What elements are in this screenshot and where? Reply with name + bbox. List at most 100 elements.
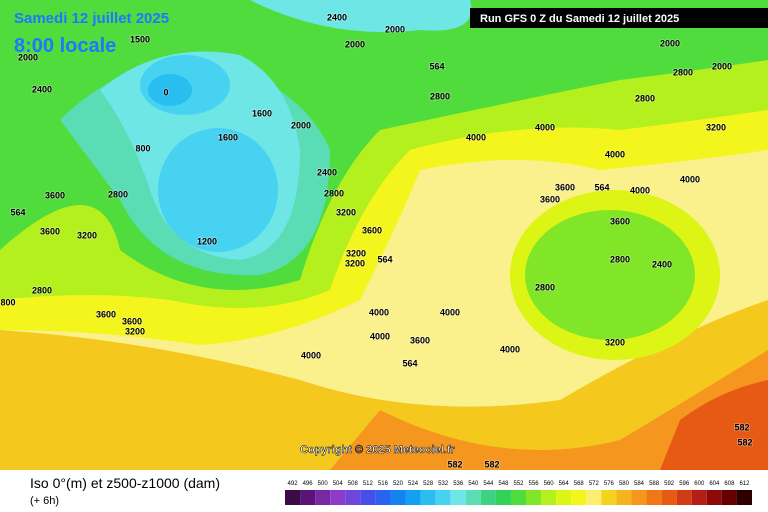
contour-label: 3600 (122, 316, 142, 326)
contour-label: 582 (484, 459, 499, 469)
legend-swatch (571, 490, 587, 505)
field-red (660, 380, 768, 470)
map-fields (0, 0, 768, 470)
contour-label: 3200 (345, 258, 365, 268)
contour-label: 3600 (96, 309, 116, 319)
copyright: Copyright © 2025 Meteociel.fr (300, 444, 456, 456)
legend-label: 532 (438, 481, 449, 487)
legend-swatch (510, 490, 527, 505)
legend-label: 504 (333, 481, 344, 487)
legend-label: 512 (363, 481, 374, 487)
legend-label: 516 (378, 481, 389, 487)
contour-label: 4000 (370, 331, 390, 341)
legend-swatch (390, 490, 406, 505)
contour-label: 2800 (673, 67, 693, 77)
contour-label: 564 (402, 358, 417, 368)
contour-label: 2800 (430, 91, 450, 101)
legend-label: 592 (664, 481, 675, 487)
contour-label: 3600 (540, 194, 560, 204)
legend-swatch (691, 490, 707, 505)
contour-label: 3200 (77, 230, 97, 240)
legend-label: 492 (288, 481, 299, 487)
contour-label: 4000 (630, 185, 650, 195)
contour-label: 3200 (346, 248, 366, 258)
legend-label: 580 (619, 481, 630, 487)
contour-label: 4000 (680, 174, 700, 184)
legend-swatch (345, 490, 361, 505)
legend-swatch (450, 490, 466, 505)
contour-label: 564 (10, 207, 25, 217)
legend-swatch (721, 490, 737, 505)
contour-label: 1600 (252, 108, 272, 118)
contour-label: 582 (737, 437, 752, 447)
field-blue-core (148, 74, 192, 106)
contour-label: 564 (594, 182, 609, 192)
legend-swatch (586, 490, 602, 505)
legend-label: 612 (739, 481, 750, 487)
legend-label: 608 (724, 481, 735, 487)
contour-label: 1600 (218, 132, 238, 142)
contour-label: 4000 (466, 132, 486, 142)
legend-label: 564 (559, 481, 570, 487)
legend-swatch (706, 490, 722, 505)
contour-label: 2000 (18, 52, 38, 62)
contour-label: 2000 (385, 24, 405, 34)
legend-swatch (556, 490, 572, 505)
contour-label: 2400 (652, 259, 672, 269)
contour-label: 2000 (291, 120, 311, 130)
contour-label: 2400 (327, 12, 347, 22)
run-title: Run GFS 0 Z du Samedi 12 juillet 2025 (480, 13, 679, 25)
contour-label: 2000 (712, 61, 732, 71)
legend-swatch (736, 490, 752, 505)
contour-label: 582 (734, 422, 749, 432)
legend-label: 556 (529, 481, 540, 487)
legend-label: 584 (634, 481, 645, 487)
contour-label: 564 (377, 254, 392, 264)
legend-label: 596 (679, 481, 690, 487)
contour-label: 800 (135, 143, 150, 153)
field-orange-south (330, 350, 768, 470)
legend-swatch (285, 490, 301, 505)
contour-label: 3600 (362, 225, 382, 235)
legend-swatch (360, 490, 376, 505)
legend-swatch (631, 490, 647, 505)
contour-label: 2000 (660, 38, 680, 48)
contour-label: 4000 (500, 344, 520, 354)
legend-label: 524 (408, 481, 419, 487)
legend-label: 540 (468, 481, 479, 487)
legend-swatch (330, 490, 346, 505)
contour-label: 2000 (345, 39, 365, 49)
legend-label: 604 (709, 481, 720, 487)
contour-label: 800 (0, 297, 15, 307)
date-title: Samedi 12 juillet 2025 (14, 10, 169, 27)
legend-label: 508 (348, 481, 359, 487)
run-box (470, 8, 768, 28)
contour-label: 2800 (108, 189, 128, 199)
contour-label: 3600 (410, 335, 430, 345)
contour-labels: 2400 2000 2000 1500 2000 2400 0 1600 1200 2000 240… (0, 12, 753, 471)
legend-swatch (676, 490, 692, 505)
footer-title: Iso 0°(m) et z500-z1000 (dam) (30, 475, 220, 491)
legend-swatch (315, 490, 331, 505)
legend-label: 588 (649, 481, 660, 487)
field-cyan-north (250, 0, 472, 32)
contour-label: 1500 (130, 34, 150, 44)
legend-swatch (646, 490, 662, 505)
contour-label: 3600 (610, 216, 630, 226)
field-east-core (525, 210, 695, 340)
legend-swatch (435, 490, 451, 505)
contour-label: 2800 (610, 254, 630, 264)
contour-label: 2400 (317, 167, 337, 177)
contour-label: 4000 (535, 122, 555, 132)
legend-label: 552 (513, 481, 524, 487)
legend-swatch (541, 490, 557, 505)
legend-swatch (465, 490, 481, 505)
contour-label: 3200 (336, 207, 356, 217)
contour-label: 2400 (32, 84, 52, 94)
legend-swatch (526, 490, 542, 505)
legend-swatch (420, 490, 436, 505)
legend-swatch (601, 490, 617, 505)
legend-label: 536 (453, 481, 464, 487)
legend-swatch (616, 490, 632, 505)
